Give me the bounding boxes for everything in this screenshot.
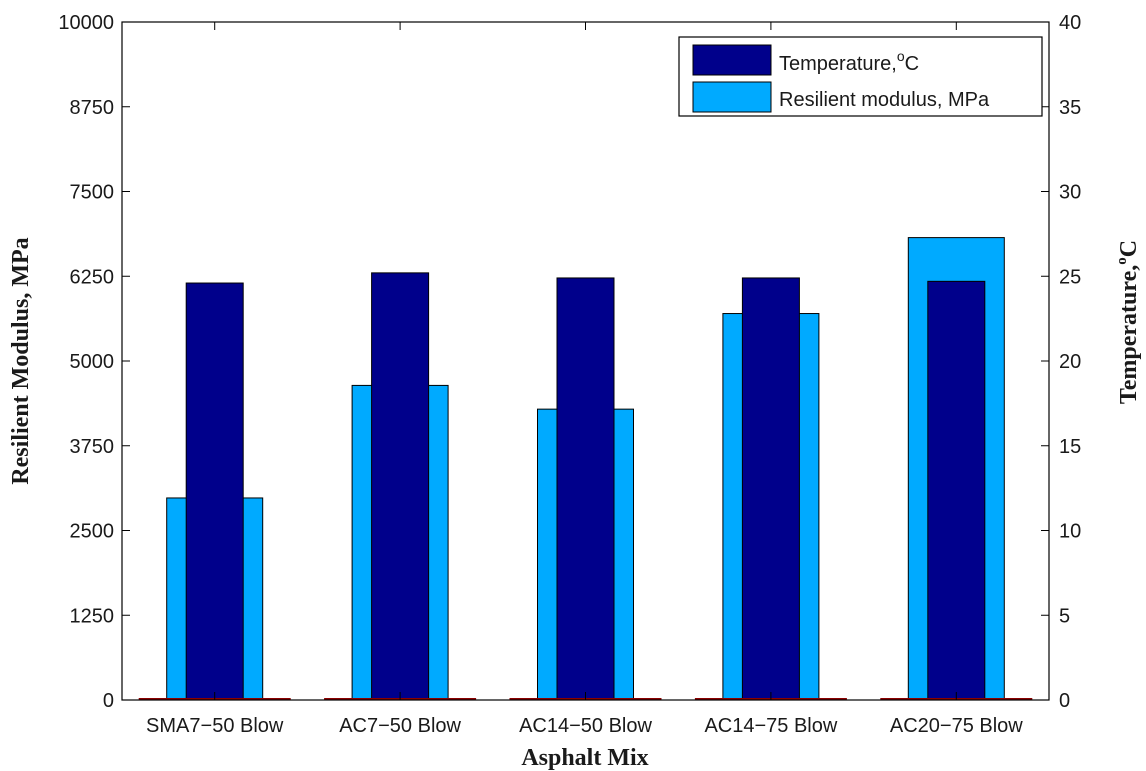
bar-temperature xyxy=(742,278,799,700)
legend-label-temperature-unit: C xyxy=(905,53,919,75)
bars-layer xyxy=(167,238,1005,700)
y-axis-right-title: Temperature,oC xyxy=(1114,240,1142,404)
legend-swatch-resilient-modulus xyxy=(693,82,771,112)
legend-label-temperature-degree: o xyxy=(897,48,905,64)
y-right-tick-label: 15 xyxy=(1059,436,1081,458)
x-tick-label: SMA7−50 Blow xyxy=(146,715,284,737)
legend: Temperature,oC Resilient modulus, MPa xyxy=(679,37,1042,116)
y-right-tick-label: 20 xyxy=(1059,351,1081,373)
y-left-tick-label: 0 xyxy=(103,690,114,712)
y-axis-right-title-unit: C xyxy=(1116,240,1142,257)
y-axis-right-title-text: Temperature, xyxy=(1116,265,1142,404)
y-right-tick-label: 5 xyxy=(1059,605,1070,627)
x-tick-label: AC7−50 Blow xyxy=(339,715,461,737)
legend-label-temperature-text: Temperature, xyxy=(779,53,897,75)
x-tick-label: AC14−75 Blow xyxy=(704,715,837,737)
y-left-tick-label: 8750 xyxy=(70,97,115,119)
y-left-tick-label: 5000 xyxy=(70,351,115,373)
bar-temperature xyxy=(186,283,243,700)
x-tick-label: AC14−50 Blow xyxy=(519,715,652,737)
x-axis-title: Asphalt Mix xyxy=(521,745,648,771)
y-left-tick-label: 7500 xyxy=(70,182,115,204)
y-axis-left-title: Resilient Modulus, MPa xyxy=(8,237,34,484)
bar-temperature xyxy=(372,273,429,700)
y-left-tick-label: 10000 xyxy=(58,12,114,34)
bar-temperature xyxy=(557,278,614,700)
y-right-tick-label: 40 xyxy=(1059,12,1081,34)
y-left-tick-label: 1250 xyxy=(70,605,115,627)
legend-label-resilient-modulus: Resilient modulus, MPa xyxy=(779,89,990,111)
bar-temperature xyxy=(928,281,985,700)
y-right-tick-label: 30 xyxy=(1059,182,1081,204)
y-right-tick-label: 25 xyxy=(1059,266,1081,288)
y-left-tick-label: 3750 xyxy=(70,436,115,458)
y-axis-right-title-degree: o xyxy=(1114,257,1130,265)
y-left-tick-label: 2500 xyxy=(70,521,115,543)
legend-swatch-temperature xyxy=(693,45,771,75)
y-right-tick-label: 10 xyxy=(1059,521,1081,543)
y-right-tick-label: 0 xyxy=(1059,690,1070,712)
y-left-tick-label: 6250 xyxy=(70,266,115,288)
y-right-tick-label: 35 xyxy=(1059,97,1081,119)
x-tick-label: AC20−75 Blow xyxy=(890,715,1023,737)
